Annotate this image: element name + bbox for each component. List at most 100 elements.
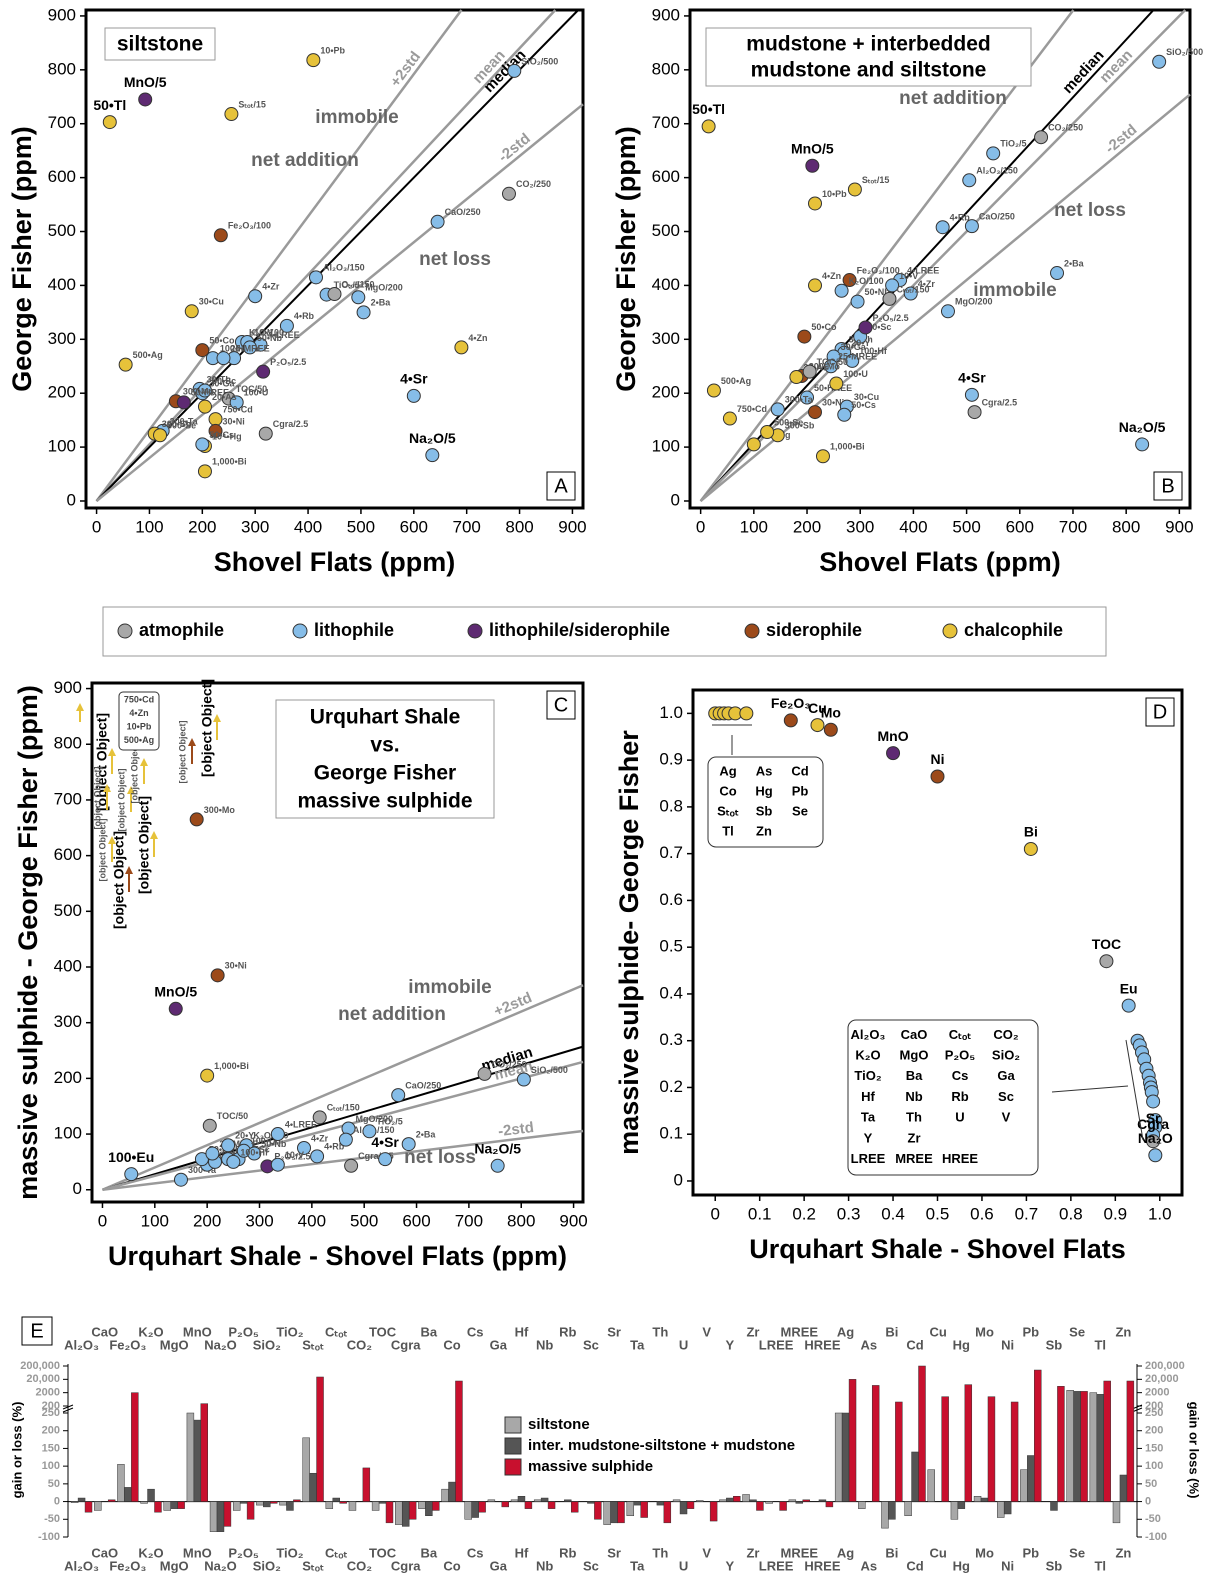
point-label: 30•Th <box>207 374 231 384</box>
data-point <box>102 115 117 130</box>
data-point <box>834 283 849 298</box>
bar <box>154 1501 162 1513</box>
point-label: 30•Th <box>222 1147 246 1157</box>
chart-title: Urquhart Shale <box>310 706 461 729</box>
category-label: Th <box>652 1545 668 1560</box>
bar <box>640 1501 648 1518</box>
point-label: TOC/50 <box>217 1111 248 1121</box>
element-label: MREE <box>895 1151 933 1166</box>
panel-letter: A <box>554 475 568 497</box>
legend-marker <box>467 623 483 639</box>
bar <box>501 1501 509 1508</box>
offscale-box <box>118 691 160 751</box>
element-label: As <box>756 763 773 778</box>
bar <box>957 1501 966 1509</box>
data-point <box>797 329 812 344</box>
y-tick-label: 200 <box>54 1068 82 1087</box>
bar <box>1103 1380 1111 1502</box>
bar <box>293 1499 301 1502</box>
point-label: 4•LREE <box>267 330 299 340</box>
y-tick-label: 600 <box>54 845 82 864</box>
bar <box>256 1501 264 1506</box>
data-point <box>706 383 721 398</box>
bar <box>1027 1455 1035 1502</box>
point-label: 50•Tl <box>93 97 126 113</box>
bar <box>517 1496 526 1502</box>
category-label: Zn <box>1115 1324 1131 1339</box>
annotation: immobile <box>408 977 491 998</box>
data-point <box>195 437 210 452</box>
point-label: 2•Ba <box>371 298 392 308</box>
point-label: 4•LREE <box>285 1119 317 1129</box>
point-label: 500•Se <box>774 417 803 427</box>
bar <box>633 1501 641 1506</box>
bar <box>425 1501 433 1516</box>
offscale-box-label: 4•Zn <box>129 708 148 718</box>
category-label: P₂O₅ <box>228 1545 259 1560</box>
panel-box <box>1153 471 1183 501</box>
point-label: 30•Cu <box>199 297 224 307</box>
category-label: Cₜₒₜ <box>325 1324 348 1339</box>
bar <box>107 1499 116 1502</box>
data-point <box>701 119 716 134</box>
element-label: SiO₂ <box>992 1048 1020 1063</box>
chart-title: mudstone and siltstone <box>751 59 987 82</box>
point-label: 25•MREE <box>230 344 269 354</box>
category-label: Ag <box>837 1545 854 1560</box>
data-point <box>242 340 257 355</box>
category-label: Sr <box>607 1545 621 1560</box>
category-label: HREE <box>804 1337 840 1352</box>
point-label: TOC/50 <box>817 357 848 367</box>
point-label: MnO/5 <box>791 140 834 156</box>
y-axis-label: George Fisher (ppm) <box>611 126 641 392</box>
bar <box>455 1380 463 1502</box>
category-label: Sₜₒₜ <box>302 1558 324 1573</box>
point-label: 50•Cs <box>209 430 234 440</box>
x-tick-label: 400 <box>899 517 927 536</box>
y-tick-label: 100 <box>42 1460 60 1472</box>
point-label: 50•Tl <box>692 101 725 117</box>
bar <box>733 1496 741 1502</box>
data-point <box>823 359 838 374</box>
x-tick-label: 0.8 <box>1059 1204 1083 1223</box>
y-tick-label: 0.5 <box>659 937 683 956</box>
y-tick-label: -100 <box>38 1531 60 1543</box>
y-tick-label: 200 <box>1145 1425 1163 1437</box>
reference-line <box>699 9 1075 502</box>
bar <box>177 1501 185 1509</box>
category-label: Sr <box>607 1324 621 1339</box>
y-tick-label: 900 <box>54 678 82 697</box>
point-label: 50•Co <box>209 335 235 345</box>
bar <box>626 1501 635 1516</box>
annotation: net loss <box>404 1147 476 1168</box>
element-label: CO₂ <box>993 1027 1019 1042</box>
category-label: MgO <box>160 1558 189 1573</box>
legend-label: chalcophile <box>964 620 1063 640</box>
data-point <box>310 1149 325 1164</box>
reference-line <box>101 984 584 1191</box>
y-tick-label: 500 <box>54 901 82 920</box>
x-tick-label: 0.6 <box>970 1204 994 1223</box>
category-label: Ba <box>421 1545 438 1560</box>
data-point <box>256 364 271 379</box>
y-tick-label: 200 <box>48 383 76 402</box>
point-label: 4•Zn <box>822 271 841 281</box>
point-label: Fe₂O₃/100 <box>228 221 271 231</box>
element-box <box>707 756 824 848</box>
panel-box <box>546 690 576 720</box>
data-point <box>823 722 838 737</box>
point-label: Ni <box>931 751 945 767</box>
point-label: 30•Ga <box>209 379 235 389</box>
element-label: Ag <box>719 763 736 778</box>
bar <box>1119 1474 1128 1502</box>
y-tick-label: 200,000 <box>1145 1360 1185 1372</box>
bar <box>1096 1394 1104 1502</box>
data-point <box>1135 437 1150 452</box>
point-label: 500•Ag <box>133 350 163 360</box>
y-tick-label: 2000 <box>1145 1387 1169 1399</box>
point-label: 1,000•Bi <box>214 1061 249 1071</box>
point-label: SiO₂/500 <box>1166 47 1203 57</box>
bar <box>339 1501 347 1504</box>
legend-box <box>102 606 1107 657</box>
point-label: P₂O₅/2.5 <box>274 1152 310 1162</box>
